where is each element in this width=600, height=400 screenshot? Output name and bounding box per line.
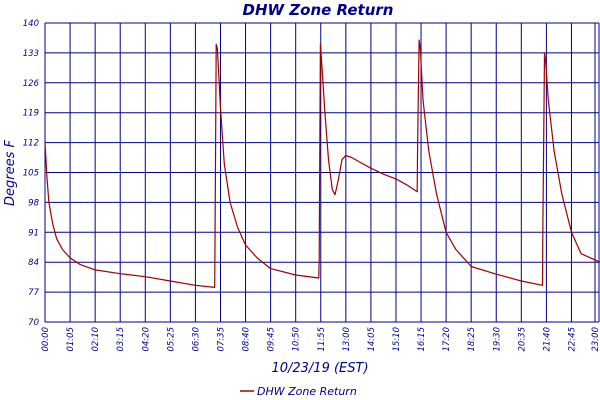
legend-label: DHW Zone Return xyxy=(257,385,357,398)
x-tick-label: 22:45 xyxy=(567,327,577,352)
x-axis-ticks: 00:00 01:05 02:10 03:15 04:20 05:25 06:30 07:35… xyxy=(41,327,600,352)
x-tick-label: 03:15 xyxy=(116,327,126,352)
series-group xyxy=(44,39,600,288)
y-tick-label: 84 xyxy=(28,258,39,268)
y-tick-label: 126 xyxy=(23,79,40,89)
x-tick-label: 10:50 xyxy=(292,327,302,352)
x-tick-label: 15:10 xyxy=(392,327,402,352)
legend: DHW Zone Return xyxy=(240,385,357,398)
x-tick-label: 07:35 xyxy=(216,327,226,352)
x-tick-label: 20:35 xyxy=(517,327,527,352)
x-tick-label: 11:55 xyxy=(317,327,327,352)
series-line xyxy=(44,39,600,288)
x-tick-label: 18:25 xyxy=(467,327,477,352)
y-axis-ticks: 70 77 84 91 98 105 112 119 126 133 140 xyxy=(23,19,40,328)
x-tick-label: 14:05 xyxy=(367,327,377,352)
x-tick-label: 16:15 xyxy=(417,327,427,352)
x-tick-label: 06:30 xyxy=(191,327,201,352)
chart-title: DHW Zone Return xyxy=(243,1,394,19)
y-tick-label: 119 xyxy=(23,109,39,119)
y-tick-label: 70 xyxy=(28,318,39,328)
x-tick-label: 05:25 xyxy=(166,327,176,352)
y-tick-label: 91 xyxy=(28,228,39,238)
y-tick-label: 112 xyxy=(23,139,39,149)
x-tick-label: 21:40 xyxy=(542,327,552,352)
x-tick-label: 08:40 xyxy=(242,327,252,352)
y-tick-label: 140 xyxy=(23,19,39,29)
grid xyxy=(44,22,600,323)
y-axis-title: Degrees F xyxy=(3,139,18,206)
y-tick-label: 77 xyxy=(28,288,39,298)
x-tick-label: 19:30 xyxy=(492,327,502,352)
y-tick-label: 98 xyxy=(28,198,39,208)
y-tick-label: 133 xyxy=(23,49,39,59)
y-tick-label: 105 xyxy=(23,169,39,179)
x-axis-title: 10/23/19 (EST) xyxy=(271,361,368,376)
x-tick-label: 00:00 xyxy=(41,327,51,352)
x-tick-label: 17:20 xyxy=(442,327,452,352)
x-tick-label: 01:05 xyxy=(66,327,76,352)
x-tick-label: 23:00 xyxy=(591,327,600,352)
x-tick-label: 04:20 xyxy=(141,327,151,352)
x-tick-label: 02:10 xyxy=(91,327,101,352)
x-tick-label: 09:45 xyxy=(267,327,277,352)
x-tick-label: 13:00 xyxy=(342,327,352,352)
